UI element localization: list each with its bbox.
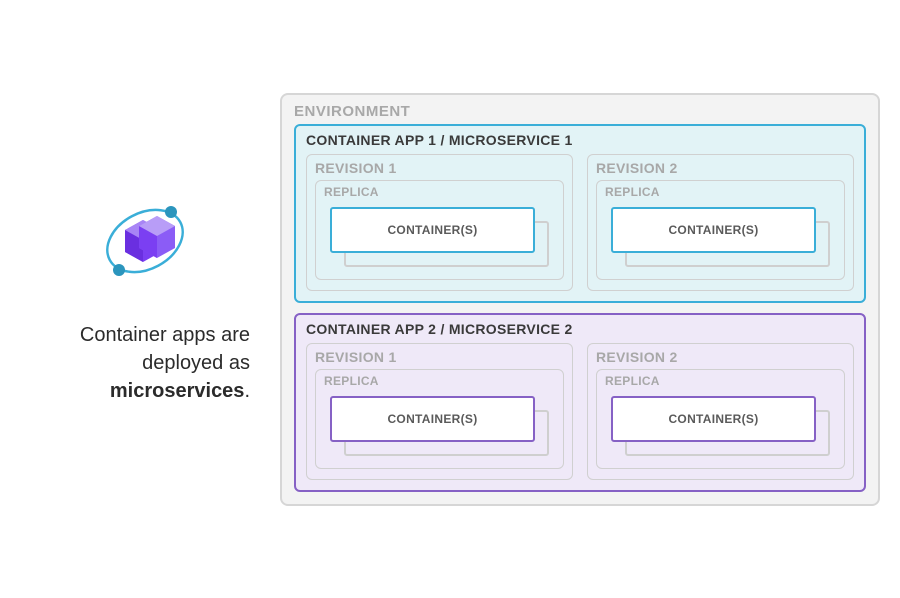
replica-box: REPLICA CONTAINER(S) xyxy=(315,369,564,469)
revision-label: REVISION 1 xyxy=(315,160,564,176)
app-title: CONTAINER APP 2 / MICROSERVICE 2 xyxy=(306,321,854,337)
revision-label: REVISION 1 xyxy=(315,349,564,365)
revisions-row: REVISION 1REPLICACONTAINER(S)REVISION 2R… xyxy=(306,343,854,480)
replica-label: REPLICA xyxy=(324,185,555,199)
revision-label: REVISION 2 xyxy=(596,160,845,176)
container-stack: CONTAINER(S) xyxy=(611,207,830,267)
revision-2: REVISION 2 REPLICA CONTAINER(S) xyxy=(587,343,854,480)
replica-label: REPLICA xyxy=(605,185,836,199)
environment-label: ENVIRONMENT xyxy=(294,103,866,120)
replica-box: REPLICA CONTAINER(S) xyxy=(596,369,845,469)
container-box-front: CONTAINER(S) xyxy=(611,396,816,442)
container-apps-icon xyxy=(98,194,192,293)
revision-label: REVISION 2 xyxy=(596,349,845,365)
container-stack: CONTAINER(S) xyxy=(330,396,549,456)
diagram-column: ENVIRONMENT CONTAINER APP 1 / MICROSERVI… xyxy=(280,73,900,526)
replica-box: REPLICA CONTAINER(S) xyxy=(596,180,845,280)
caption-text: Container apps are deployed as microserv… xyxy=(40,321,250,405)
container-app-2: CONTAINER APP 2 / MICROSERVICE 2 REVISION… xyxy=(294,313,866,492)
app-title: CONTAINER APP 1 / MICROSERVICE 1 xyxy=(306,132,854,148)
container-box-front: CONTAINER(S) xyxy=(330,396,535,442)
revisions-row: REVISION 1REPLICACONTAINER(S)REVISION 2R… xyxy=(306,154,854,291)
replica-label: REPLICA xyxy=(605,374,836,388)
container-box-front: CONTAINER(S) xyxy=(611,207,816,253)
container-stack: CONTAINER(S) xyxy=(330,207,549,267)
replica-box: REPLICA CONTAINER(S) xyxy=(315,180,564,280)
container-app-1: CONTAINER APP 1 / MICROSERVICE 1 REVISION… xyxy=(294,124,866,303)
caption-suffix: . xyxy=(244,380,250,402)
replica-label: REPLICA xyxy=(324,374,555,388)
container-stack: CONTAINER(S) xyxy=(611,396,830,456)
environment-box: ENVIRONMENT CONTAINER APP 1 / MICROSERVI… xyxy=(280,93,880,506)
revision-2: REVISION 2 REPLICA CONTAINER(S) xyxy=(587,154,854,291)
revision-1: REVISION 1 REPLICA CONTAINER(S) xyxy=(306,154,573,291)
caption-bold: microservices xyxy=(110,380,245,402)
container-box-front: CONTAINER(S) xyxy=(330,207,535,253)
revision-1: REVISION 1 REPLICA CONTAINER(S) xyxy=(306,343,573,480)
caption-line1: Container apps are xyxy=(80,324,250,346)
left-column: Container apps are deployed as microserv… xyxy=(0,194,280,405)
caption-line2: deployed as xyxy=(142,352,250,374)
